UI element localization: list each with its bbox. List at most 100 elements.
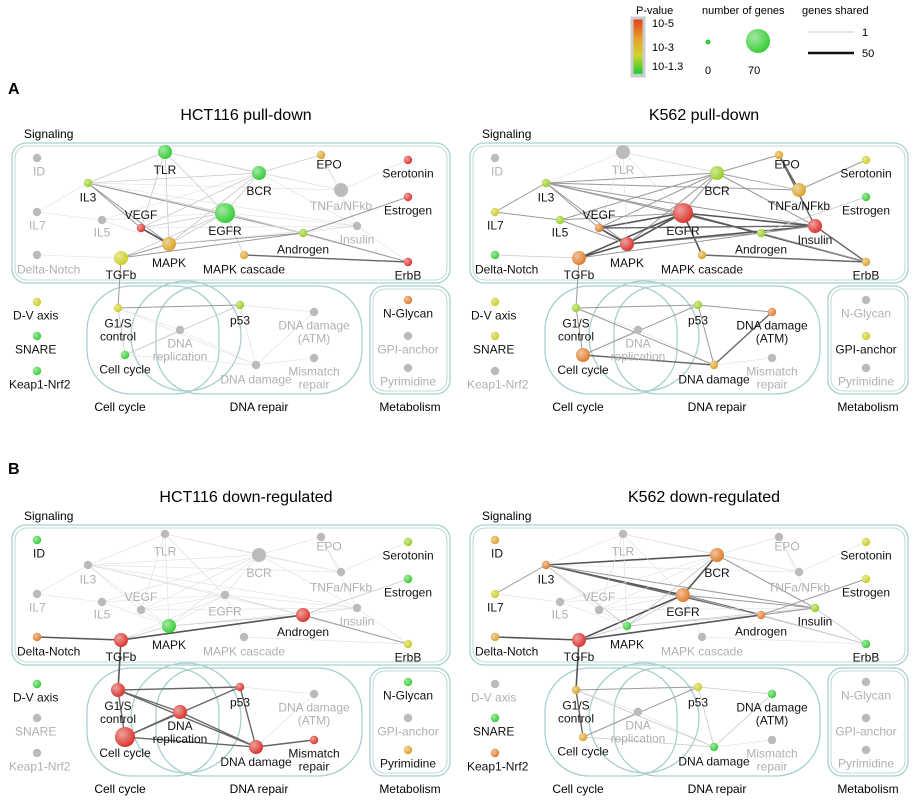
pathway-node-dot xyxy=(316,532,326,542)
pathway-edge xyxy=(494,254,580,259)
pathway-node-dot xyxy=(490,366,500,376)
pathway-edge xyxy=(598,172,718,229)
pathway-node-dot xyxy=(403,363,413,373)
pathway-node: BCR xyxy=(246,548,272,580)
pathway-edge xyxy=(545,533,624,566)
pathway-label: Insulin xyxy=(340,232,375,246)
pathway-label: Keap1-Nrf2 xyxy=(9,377,71,391)
pathway-node: ID xyxy=(490,535,503,560)
pathway-node: Keap1-Nrf2 xyxy=(467,366,529,391)
group-label-metabolism: Metabolism xyxy=(379,400,440,414)
pathway-node: TLR xyxy=(154,529,177,558)
pathway-edge xyxy=(494,211,561,221)
pathway-edge xyxy=(713,693,773,748)
pathway-edge xyxy=(117,257,122,309)
pathway-label: Mismatch repair xyxy=(746,746,797,773)
pathway-node: DNA replication xyxy=(153,705,207,746)
pathway-node: G1/S control xyxy=(100,683,136,726)
pathway-label: Androgen xyxy=(735,624,787,638)
pathway-edge xyxy=(101,554,260,603)
pathway-label: Cell cycle xyxy=(557,363,609,377)
pathway-node: TNFa/NFkb xyxy=(310,567,372,594)
pathway-label: GPI-anchor xyxy=(835,724,896,738)
pathway-edge xyxy=(87,554,260,566)
pathway-node-dot xyxy=(309,307,319,317)
pathway-node: Insulin xyxy=(340,221,375,246)
pathway-node: p53 xyxy=(688,300,708,327)
pathway-label: IL3 xyxy=(538,190,555,204)
pathway-label: Insulin xyxy=(798,233,833,247)
dna-replication-circle xyxy=(588,662,700,774)
pathway-label: DNA replication xyxy=(611,336,666,363)
pathway-label: ErbB xyxy=(853,268,880,282)
pathway-edge xyxy=(87,564,226,596)
pathway-node: ErbB xyxy=(853,639,879,664)
pvalue-colorbar xyxy=(630,16,646,78)
pathway-node-dot xyxy=(861,745,871,755)
pathway-node-dot xyxy=(861,295,871,305)
pathway-node: DNA damage xyxy=(220,740,292,769)
pathway-label: IL7 xyxy=(29,600,46,614)
pathway-node: Insulin xyxy=(798,219,833,247)
pathway-edge xyxy=(87,564,142,611)
network-panel: HCT116 down-regulated Signaling Cell cycle… xyxy=(9,489,451,796)
pathway-node: SNARE xyxy=(473,713,514,738)
pathway-edge xyxy=(320,536,342,573)
pathway-node-dot xyxy=(403,331,413,341)
pathway-edge xyxy=(622,533,684,596)
pathway-node-dot xyxy=(97,597,107,607)
pathway-edge xyxy=(760,232,867,263)
pathway-edge xyxy=(559,594,684,603)
pathway-node-dot xyxy=(861,363,871,373)
pathway-node: Keap1-Nrf2 xyxy=(467,748,529,773)
pathway-node: DNA damage (ATM) xyxy=(278,689,350,727)
pathway-edge xyxy=(578,594,684,641)
pathway-edge xyxy=(598,554,718,611)
pathway-label: DNA damage (ATM) xyxy=(736,318,808,345)
pathway-node: Mismatch repair xyxy=(288,735,340,773)
pathway-edge xyxy=(255,311,315,366)
pathway-label: TGFb xyxy=(106,650,137,664)
pathway-label: N-Glycan xyxy=(841,306,891,320)
pathway-label: Estrogen xyxy=(384,203,432,217)
pathway-node: Estrogen xyxy=(842,192,890,217)
pathway-label: MAPK cascade xyxy=(203,262,285,276)
pathway-node: SNARE xyxy=(15,331,56,356)
pathway-node: Pyrimidine xyxy=(838,745,894,770)
pathway-edge xyxy=(255,693,315,748)
network-panel: K562 pull-down Signaling Cell cycle DNA rep… xyxy=(467,107,909,414)
pathway-label: VEGF xyxy=(125,208,158,222)
pathway-node-dot xyxy=(352,603,362,613)
cell-cycle-box xyxy=(544,285,678,395)
pathway-node: IL3 xyxy=(538,178,555,204)
pathway-edge xyxy=(575,307,584,356)
pathway-edge xyxy=(637,329,715,366)
pathway-edge xyxy=(117,307,126,356)
pathway-node: Delta-Notch xyxy=(475,632,538,658)
signaling-box xyxy=(469,524,909,666)
pathway-node: TNFa/NFkb xyxy=(768,183,830,213)
panel-title: HCT116 down-regulated xyxy=(159,489,332,506)
pathway-label: D-V axis xyxy=(13,690,58,704)
pathway-label: Androgen xyxy=(735,242,787,256)
pathway-edge xyxy=(701,636,867,645)
pathway-edge xyxy=(258,536,322,556)
pathway-label: DNA damage xyxy=(678,754,750,768)
pathway-edge xyxy=(682,594,816,609)
pvalue-tick-high: 10-5 xyxy=(652,18,674,30)
pathway-edge xyxy=(626,172,718,245)
pathway-node: N-Glycan xyxy=(383,677,433,702)
pathway-node: N-Glycan xyxy=(383,295,433,320)
pathway-edge xyxy=(778,536,800,573)
pathway-edge xyxy=(168,594,226,627)
edges xyxy=(494,533,867,748)
size-legend-max: 70 xyxy=(748,65,760,77)
pathway-node-dot xyxy=(633,707,643,717)
pathway-edge xyxy=(622,533,628,627)
pathway-edge xyxy=(340,541,409,573)
pathway-node-dot xyxy=(32,589,42,599)
pathway-edge xyxy=(760,614,867,645)
pathway-node: G1/S control xyxy=(100,303,136,343)
pathway-label: BCR xyxy=(246,184,272,198)
pathway-node-dot xyxy=(633,325,643,335)
